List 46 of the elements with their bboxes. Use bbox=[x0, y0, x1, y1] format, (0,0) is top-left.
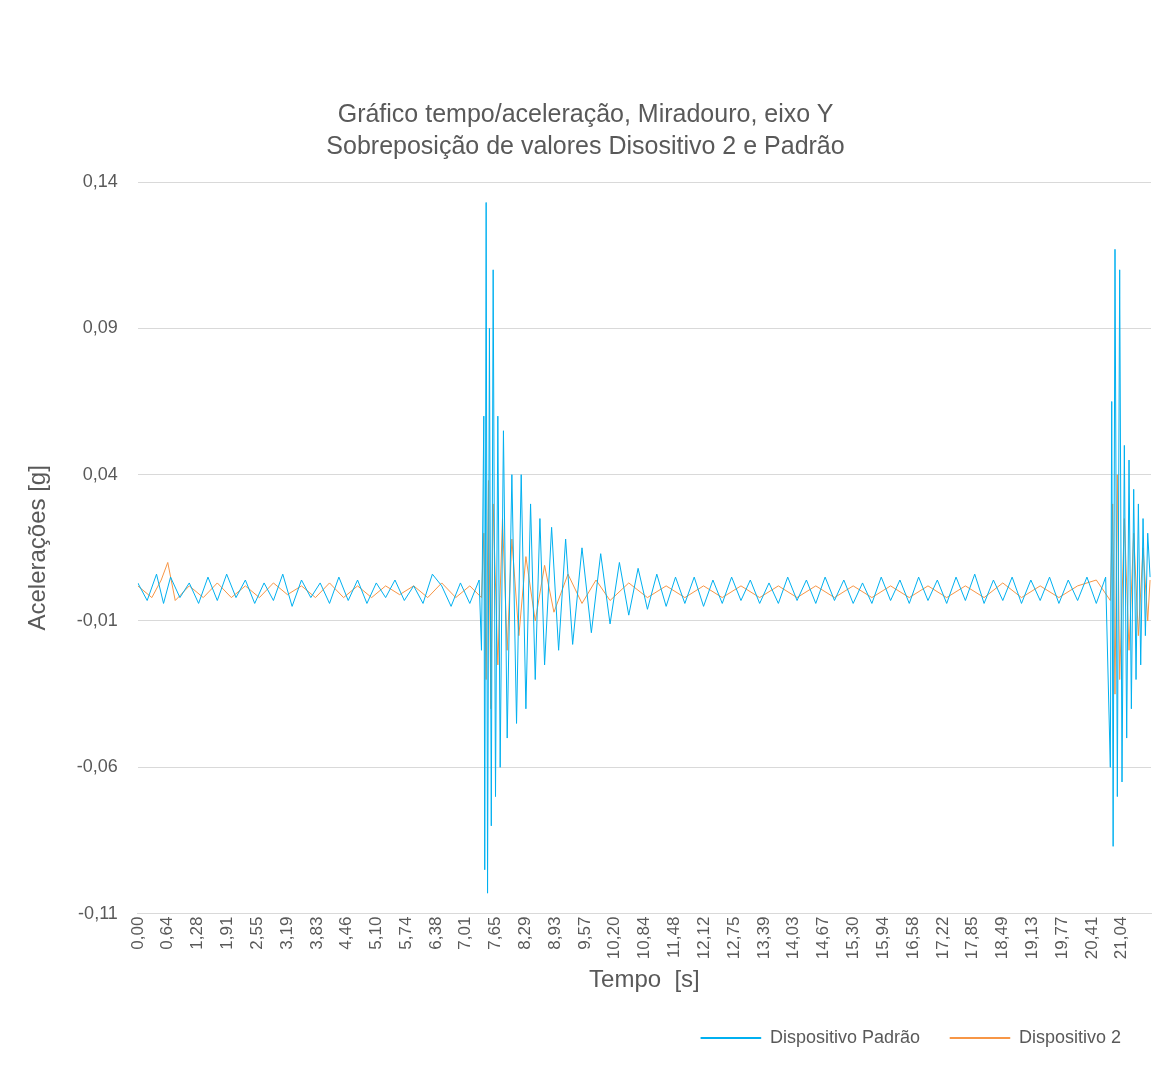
x-tick-label: 9,57 bbox=[574, 916, 594, 950]
x-tick-label: 13,39 bbox=[753, 916, 773, 960]
x-tick-label: 18,49 bbox=[992, 916, 1012, 960]
x-tick-label: 15,94 bbox=[872, 916, 892, 960]
chart-subtitle: Sobreposição de valores Disositivo 2 e Padrão bbox=[326, 130, 845, 159]
x-tick-label: 4,46 bbox=[336, 916, 356, 950]
x-tick-label: 3,19 bbox=[276, 916, 296, 950]
y-tick-label: -0,06 bbox=[76, 756, 118, 777]
x-tick-label: 15,30 bbox=[842, 916, 862, 960]
legend-label: Dispositivo Padrão bbox=[769, 1026, 920, 1047]
x-tick-label: 14,03 bbox=[783, 916, 803, 960]
y-tick-label: 0,04 bbox=[82, 463, 118, 484]
x-tick-label: 11,48 bbox=[664, 916, 684, 958]
chart-title: Gráfico tempo/aceleração, Miradouro, eixo Y bbox=[337, 98, 834, 127]
x-tick-label: 19,77 bbox=[1051, 916, 1071, 960]
y-tick-label: 0,09 bbox=[82, 317, 118, 338]
x-tick-label: 19,13 bbox=[1021, 916, 1041, 960]
x-tick-label: 14,67 bbox=[813, 916, 833, 960]
x-tick-label: 5,10 bbox=[365, 916, 385, 950]
x-tick-label: 17,22 bbox=[932, 916, 952, 960]
y-tick-label: -0,11 bbox=[78, 902, 118, 923]
x-tick-label: 10,20 bbox=[604, 916, 624, 960]
x-tick-label: 0,64 bbox=[157, 916, 177, 950]
x-tick-label: 7,65 bbox=[485, 916, 505, 950]
x-tick-label: 10,84 bbox=[634, 916, 654, 960]
x-tick-label: 8,29 bbox=[515, 916, 535, 950]
x-tick-label: 7,01 bbox=[455, 916, 475, 950]
x-tick-label: 1,91 bbox=[216, 916, 236, 950]
x-tick-label: 0,00 bbox=[127, 916, 147, 950]
x-tick-label: 5,74 bbox=[395, 916, 415, 950]
x-tick-label: 17,85 bbox=[962, 916, 982, 960]
legend-label: Dispositivo 2 bbox=[1018, 1026, 1122, 1047]
x-tick-label: 8,93 bbox=[545, 916, 565, 950]
y-axis-title: Acelerações [g] bbox=[23, 465, 51, 631]
x-tick-label: 3,83 bbox=[306, 916, 326, 950]
x-tick-label: 12,12 bbox=[694, 916, 714, 960]
x-tick-label: 16,58 bbox=[902, 916, 922, 960]
x-tick-label: 12,75 bbox=[723, 916, 743, 960]
y-tick-label: -0,01 bbox=[76, 609, 118, 630]
x-axis-title: Tempo [s] bbox=[589, 965, 700, 993]
x-tick-label: 2,55 bbox=[246, 916, 266, 950]
x-tick-label: 1,28 bbox=[187, 916, 207, 950]
x-tick-label: 20,41 bbox=[1081, 916, 1101, 960]
x-tick-label: 21,04 bbox=[1111, 916, 1131, 960]
y-tick-label: 0,14 bbox=[82, 170, 118, 191]
x-tick-label: 6,38 bbox=[425, 916, 445, 950]
